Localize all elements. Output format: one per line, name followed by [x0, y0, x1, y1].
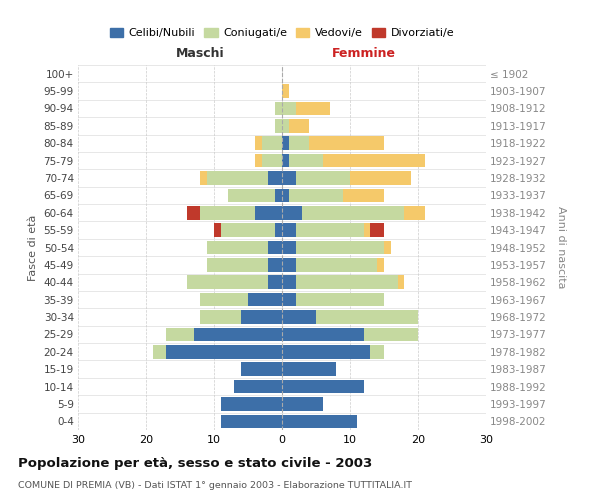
- Bar: [241, 310, 282, 324]
- Bar: [166, 328, 194, 341]
- Bar: [398, 276, 404, 289]
- Bar: [282, 136, 289, 150]
- Bar: [289, 154, 323, 168]
- Bar: [282, 206, 302, 220]
- Bar: [370, 224, 384, 237]
- Text: Maschi: Maschi: [176, 47, 225, 60]
- Bar: [207, 240, 268, 254]
- Bar: [282, 240, 296, 254]
- Bar: [296, 276, 398, 289]
- Bar: [221, 224, 275, 237]
- Bar: [316, 310, 418, 324]
- Bar: [268, 258, 282, 272]
- Bar: [282, 397, 323, 410]
- Bar: [296, 171, 350, 185]
- Bar: [187, 276, 268, 289]
- Text: Popolazione per età, sesso e stato civile - 2003: Popolazione per età, sesso e stato civil…: [18, 458, 372, 470]
- Bar: [282, 276, 296, 289]
- Legend: Celibi/Nubili, Coniugati/e, Vedovi/e, Divorziati/e: Celibi/Nubili, Coniugati/e, Vedovi/e, Di…: [106, 23, 458, 42]
- Bar: [207, 258, 268, 272]
- Bar: [282, 380, 364, 394]
- Bar: [296, 240, 384, 254]
- Bar: [268, 240, 282, 254]
- Y-axis label: Fasce di età: Fasce di età: [28, 214, 38, 280]
- Bar: [296, 293, 384, 306]
- Bar: [309, 136, 384, 150]
- Bar: [282, 258, 296, 272]
- Bar: [227, 188, 275, 202]
- Bar: [282, 102, 296, 115]
- Bar: [200, 171, 207, 185]
- Bar: [282, 171, 296, 185]
- Bar: [350, 171, 411, 185]
- Bar: [255, 154, 262, 168]
- Bar: [296, 102, 329, 115]
- Bar: [343, 188, 384, 202]
- Bar: [282, 188, 289, 202]
- Bar: [241, 362, 282, 376]
- Bar: [166, 345, 282, 358]
- Bar: [323, 154, 425, 168]
- Bar: [302, 206, 404, 220]
- Bar: [289, 119, 309, 132]
- Bar: [282, 328, 364, 341]
- Bar: [153, 345, 166, 358]
- Bar: [364, 224, 370, 237]
- Bar: [200, 310, 241, 324]
- Bar: [268, 171, 282, 185]
- Bar: [282, 119, 289, 132]
- Y-axis label: Anni di nascita: Anni di nascita: [556, 206, 566, 289]
- Bar: [282, 84, 289, 98]
- Bar: [282, 293, 296, 306]
- Text: COMUNE DI PREMIA (VB) - Dati ISTAT 1° gennaio 2003 - Elaborazione TUTTITALIA.IT: COMUNE DI PREMIA (VB) - Dati ISTAT 1° ge…: [18, 481, 412, 490]
- Text: Femmine: Femmine: [332, 47, 395, 60]
- Bar: [275, 188, 282, 202]
- Bar: [200, 206, 255, 220]
- Bar: [296, 258, 377, 272]
- Bar: [370, 345, 384, 358]
- Bar: [384, 240, 391, 254]
- Bar: [275, 102, 282, 115]
- Bar: [235, 380, 282, 394]
- Bar: [248, 293, 282, 306]
- Bar: [214, 224, 221, 237]
- Bar: [221, 397, 282, 410]
- Bar: [255, 136, 262, 150]
- Bar: [255, 206, 282, 220]
- Bar: [377, 258, 384, 272]
- Bar: [275, 119, 282, 132]
- Bar: [296, 224, 364, 237]
- Bar: [404, 206, 425, 220]
- Bar: [289, 188, 343, 202]
- Bar: [282, 345, 370, 358]
- Bar: [194, 328, 282, 341]
- Bar: [282, 310, 316, 324]
- Bar: [275, 224, 282, 237]
- Bar: [282, 224, 296, 237]
- Bar: [262, 154, 282, 168]
- Bar: [221, 414, 282, 428]
- Bar: [282, 414, 357, 428]
- Bar: [282, 154, 289, 168]
- Bar: [200, 293, 248, 306]
- Bar: [207, 171, 268, 185]
- Bar: [268, 276, 282, 289]
- Bar: [364, 328, 418, 341]
- Bar: [187, 206, 200, 220]
- Bar: [289, 136, 309, 150]
- Bar: [282, 362, 337, 376]
- Bar: [262, 136, 282, 150]
